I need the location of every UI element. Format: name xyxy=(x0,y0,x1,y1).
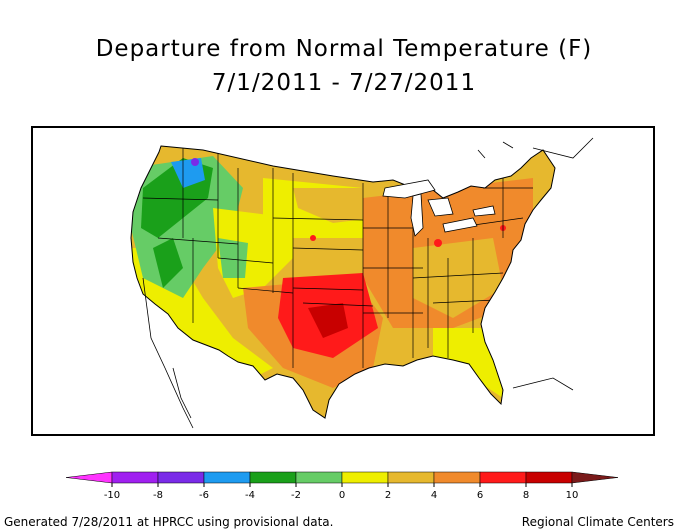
legend-tick-label: -6 xyxy=(199,490,209,501)
legend-bin xyxy=(525,471,573,484)
legend-bin xyxy=(111,471,159,484)
coastline-fragments xyxy=(142,137,594,429)
map-title-line1: Departure from Normal Temperature (F) xyxy=(95,36,593,62)
us-temperature-anomaly-map xyxy=(130,137,594,429)
legend-tick-label: -10 xyxy=(104,490,120,501)
footer-generated-note: Generated 7/28/2011 at HPRCC using provi… xyxy=(4,515,334,529)
legend-tick-label: 6 xyxy=(477,490,483,501)
color-legend: -10 -8 -6 -4 -2 0 2 4 6 8 10 xyxy=(65,470,622,514)
legend-tick-label: 2 xyxy=(385,490,391,501)
anomaly-field xyxy=(131,146,555,418)
legend-tick-label: -2 xyxy=(291,490,301,501)
footer-source: Regional Climate Centers xyxy=(521,515,674,529)
legend-bin xyxy=(433,471,481,484)
legend-arrow-high xyxy=(571,471,619,484)
legend-tick-label: 10 xyxy=(566,490,579,501)
legend-arrow-low xyxy=(65,471,113,484)
legend-tick-label: -8 xyxy=(153,490,163,501)
state-boundaries xyxy=(142,148,533,368)
legend-bin xyxy=(387,471,435,484)
legend-bin xyxy=(295,471,343,484)
legend-tick-label: -4 xyxy=(245,490,255,501)
map-frame xyxy=(31,126,655,436)
map-title-line2: 7/1/2011 - 7/27/2011 xyxy=(211,70,477,96)
legend-tick-label: 8 xyxy=(523,490,529,501)
great-lakes xyxy=(382,179,496,237)
legend-bin xyxy=(479,471,527,484)
legend-bin xyxy=(249,471,297,484)
legend-bin xyxy=(157,471,205,484)
legend-bin xyxy=(341,471,389,484)
legend-bin xyxy=(203,471,251,484)
legend-tick-label: 4 xyxy=(431,490,437,501)
legend-tick-label: 0 xyxy=(339,490,345,501)
